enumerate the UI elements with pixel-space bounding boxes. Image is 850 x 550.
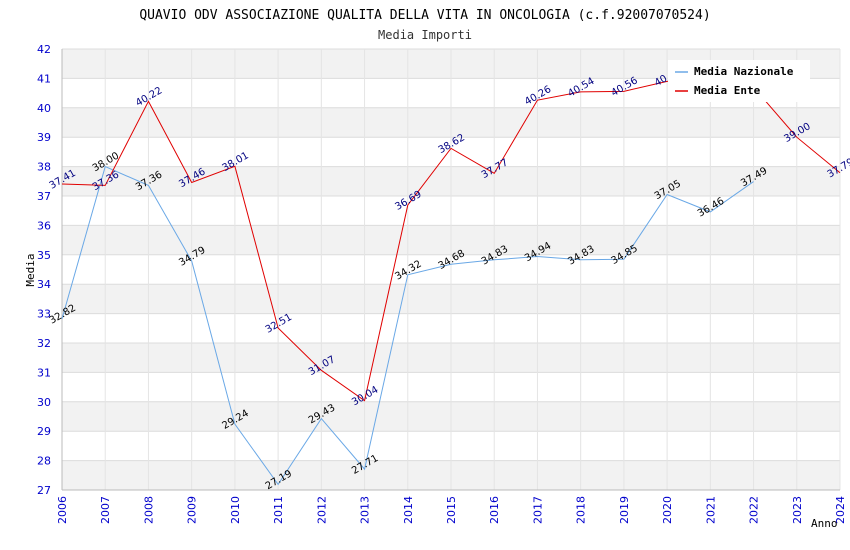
chart-title: QUAVIO ODV ASSOCIAZIONE QUALITA DELLA VI… [139, 8, 710, 23]
x-tick-label: 2017 [531, 496, 544, 524]
y-axis-label: Media [24, 253, 37, 286]
legend-entry-media-ente: Media Ente [694, 84, 761, 97]
x-tick-label: 2022 [748, 496, 761, 524]
y-tick-label: 33 [37, 308, 51, 321]
y-tick-label: 39 [37, 131, 51, 144]
data-label-media-ente: 40.22 [134, 85, 164, 109]
y-tick-label: 37 [37, 190, 51, 203]
data-label-media-ente: 40.54 [566, 76, 596, 100]
x-tick-label: 2009 [186, 496, 199, 524]
x-tick-label: 2008 [142, 496, 155, 524]
legend-background [668, 60, 810, 102]
x-axis-ticks: 2006 2007 2008 2009 2010 2011 2012 2013 2014 2015… [56, 496, 847, 524]
x-tick-label: 2023 [791, 496, 804, 524]
y-tick-label: 42 [37, 43, 51, 56]
x-tick-label: 2024 [834, 496, 847, 524]
x-tick-label: 2016 [488, 496, 501, 524]
x-tick-label: 2010 [229, 496, 242, 524]
x-tick-label: 2015 [445, 496, 458, 524]
y-tick-label: 32 [37, 337, 51, 350]
y-tick-label: 31 [37, 366, 51, 379]
legend: Media Nazionale Media Ente [668, 60, 810, 102]
x-tick-label: 2014 [402, 496, 415, 524]
x-tick-label: 2019 [618, 496, 631, 524]
x-tick-label: 2013 [359, 496, 372, 524]
grid-bands [61, 48, 841, 491]
y-tick-label: 29 [37, 425, 51, 438]
x-tick-label: 2007 [99, 496, 112, 524]
y-tick-label: 40 [37, 102, 51, 115]
x-tick-label: 2011 [272, 496, 285, 524]
y-tick-label: 36 [37, 219, 51, 232]
chart-subtitle: Media Importi [378, 28, 472, 42]
y-tick-label: 27 [37, 484, 51, 497]
y-axis-ticks: 27 28 29 30 31 32 33 34 35 36 37 38 39 40 41 42 [37, 43, 51, 497]
x-tick-label: 2012 [315, 496, 328, 524]
y-tick-label: 30 [37, 396, 51, 409]
data-label-media-nazionale: 34.32 [393, 259, 423, 283]
x-tick-label: 2020 [661, 496, 674, 524]
legend-entry-media-nazionale: Media Nazionale [694, 65, 794, 78]
x-tick-label: 2018 [575, 496, 588, 524]
y-tick-label: 34 [37, 278, 51, 291]
y-tick-label: 35 [37, 249, 51, 262]
x-tick-label: 2021 [704, 496, 717, 524]
series-line-media-nazionale [61, 165, 754, 486]
y-tick-label: 41 [37, 72, 51, 85]
data-label-media-nazionale: 36.46 [696, 196, 726, 220]
y-tick-label: 38 [37, 161, 51, 174]
y-tick-label: 28 [37, 455, 51, 468]
axes [61, 49, 840, 491]
x-tick-label: 2006 [56, 496, 69, 524]
x-axis-label: Anno [811, 517, 838, 530]
data-label-media-ente: 40.26 [523, 84, 553, 108]
data-label-media-ente: 32.51 [264, 312, 294, 336]
